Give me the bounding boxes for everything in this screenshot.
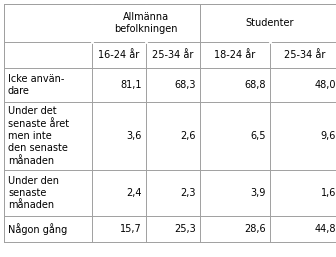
Text: 3,9: 3,9: [251, 188, 266, 198]
Text: 68,8: 68,8: [245, 80, 266, 90]
Text: Under det
senaste året
men inte
den senaste
månaden: Under det senaste året men inte den sena…: [8, 106, 69, 166]
Text: 18-24 år: 18-24 år: [214, 50, 256, 60]
Text: 28,6: 28,6: [244, 224, 266, 234]
Text: Studenter: Studenter: [246, 18, 294, 28]
Text: Under den
senaste
månaden: Under den senaste månaden: [8, 176, 59, 210]
Text: 44,8: 44,8: [314, 224, 336, 234]
Text: 9,6: 9,6: [321, 131, 336, 141]
Text: 1,6: 1,6: [321, 188, 336, 198]
Text: 25-34 år: 25-34 år: [284, 50, 326, 60]
Text: 25-34 år: 25-34 år: [152, 50, 194, 60]
Text: 25,3: 25,3: [174, 224, 196, 234]
Text: 16-24 år: 16-24 år: [98, 50, 140, 60]
Text: 48,0: 48,0: [314, 80, 336, 90]
Text: 68,3: 68,3: [174, 80, 196, 90]
Text: 81,1: 81,1: [121, 80, 142, 90]
Text: Någon gång: Någon gång: [8, 223, 67, 235]
Text: 15,7: 15,7: [120, 224, 142, 234]
Text: 2,4: 2,4: [126, 188, 142, 198]
Text: 3,6: 3,6: [127, 131, 142, 141]
Text: 2,6: 2,6: [180, 131, 196, 141]
Text: Allmänna
befolkningen: Allmänna befolkningen: [114, 12, 178, 34]
Text: 2,3: 2,3: [180, 188, 196, 198]
Text: 6,5: 6,5: [251, 131, 266, 141]
Text: Icke använ-
dare: Icke använ- dare: [8, 74, 65, 96]
